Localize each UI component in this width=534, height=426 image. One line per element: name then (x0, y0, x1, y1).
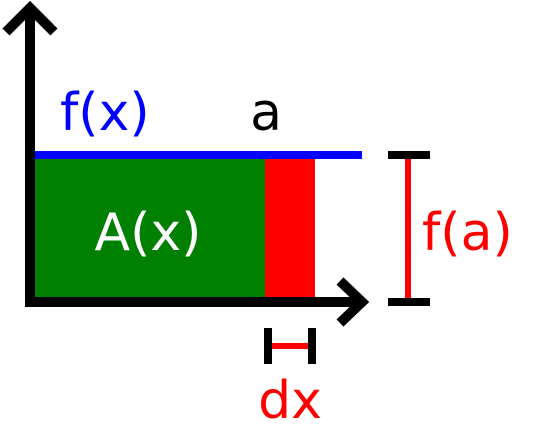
point-label: a (250, 83, 282, 143)
width-marker (264, 328, 316, 364)
x-axis (25, 277, 370, 327)
area-label: A(x) (95, 203, 202, 263)
y-axis (2, 0, 58, 306)
strip-region (265, 157, 315, 302)
area-region (30, 157, 266, 302)
width-label: dx (258, 371, 322, 426)
height-label: f(a) (422, 203, 513, 263)
function-label: f(x) (60, 83, 150, 143)
height-marker (388, 151, 430, 306)
